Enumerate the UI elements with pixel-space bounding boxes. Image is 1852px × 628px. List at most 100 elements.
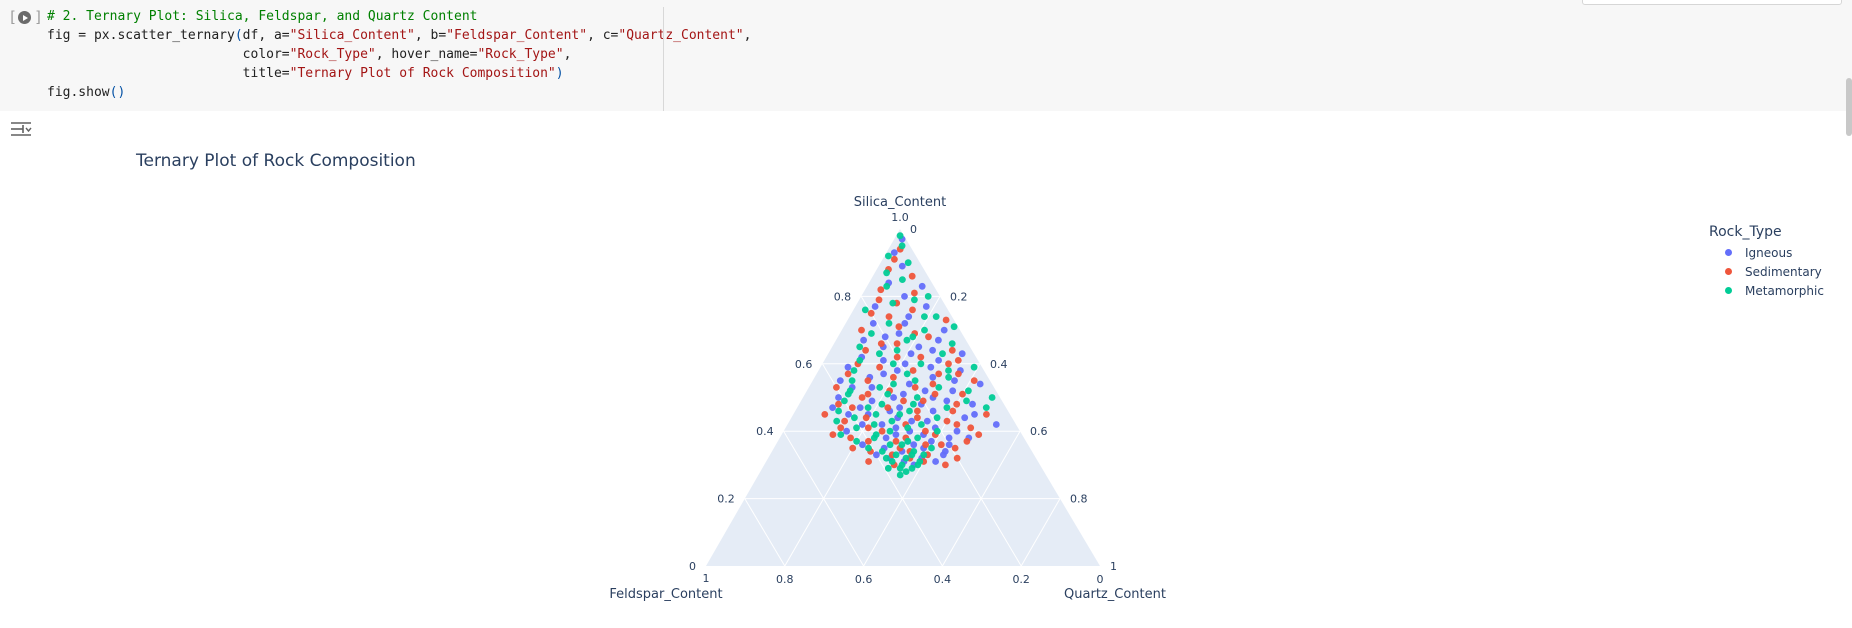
data-point-sedimentary	[922, 441, 929, 449]
data-point-metamorphic	[853, 424, 860, 432]
data-point-metamorphic	[939, 350, 946, 358]
data-point-sedimentary	[877, 340, 885, 347]
data-point-igneous	[929, 373, 937, 381]
tick-label-a: 0.2	[717, 493, 735, 506]
data-point-sedimentary	[891, 255, 898, 263]
data-point-metamorphic	[892, 451, 900, 459]
data-point-metamorphic	[928, 444, 935, 452]
data-point-metamorphic	[908, 464, 916, 472]
code-cell[interactable]: [ ] # 2. Ternary Plot: Silica, Feldspar,…	[0, 0, 1852, 111]
data-point-igneous	[935, 357, 942, 364]
data-point-metamorphic	[896, 232, 904, 240]
data-point-sedimentary	[864, 424, 872, 432]
data-point-sedimentary	[848, 404, 856, 411]
data-point-sedimentary	[963, 437, 971, 445]
data-point-sedimentary	[937, 441, 945, 449]
data-point-sedimentary	[865, 458, 872, 465]
ternary-background	[706, 229, 1100, 566]
data-point-igneous	[945, 434, 953, 442]
data-point-metamorphic	[914, 434, 921, 442]
code-token: "Rock_Type"	[289, 47, 376, 62]
data-point-sedimentary	[948, 346, 956, 354]
data-point-metamorphic	[837, 431, 845, 438]
data-point-metamorphic	[886, 441, 894, 449]
data-point-metamorphic	[872, 431, 880, 438]
data-point-sedimentary	[908, 272, 916, 280]
data-point-sedimentary	[835, 400, 842, 408]
data-point-metamorphic	[903, 370, 911, 378]
data-point-sedimentary	[829, 431, 837, 438]
data-point-igneous	[907, 350, 915, 358]
data-point-metamorphic	[876, 384, 884, 391]
legend-marker	[1725, 249, 1732, 256]
data-point-metamorphic	[878, 400, 886, 408]
legend-item[interactable]: Igneous	[1709, 243, 1824, 262]
data-point-metamorphic	[896, 464, 904, 472]
code-token: color=	[47, 47, 290, 62]
data-point-igneous	[895, 330, 903, 337]
code-token: , hover_name=	[375, 47, 478, 62]
data-point-igneous	[932, 458, 939, 465]
tick-label-c: 1	[1110, 560, 1117, 573]
data-point-metamorphic	[890, 380, 897, 388]
data-point-metamorphic	[898, 441, 906, 449]
data-point-igneous	[940, 326, 948, 334]
data-point-sedimentary	[911, 384, 919, 391]
vertical-scrollbar[interactable]	[1846, 78, 1852, 136]
data-point-metamorphic	[861, 306, 869, 314]
data-point-igneous	[971, 411, 978, 418]
legend-item[interactable]: Sedimentary	[1709, 262, 1824, 281]
data-point-metamorphic	[988, 394, 996, 401]
data-point-sedimentary	[925, 333, 932, 341]
code-line: title="Ternary Plot of Rock Composition"…	[47, 66, 564, 81]
data-point-metamorphic	[896, 411, 904, 418]
data-point-igneous	[961, 414, 969, 422]
data-point-sedimentary	[875, 296, 883, 304]
data-point-metamorphic	[883, 269, 890, 277]
gridline-c	[1020, 498, 1061, 567]
tick-label-b: 0.2	[1012, 573, 1030, 586]
data-point-metamorphic	[889, 299, 897, 307]
data-point-sedimentary	[919, 397, 927, 405]
tick-label-b: 0.8	[776, 573, 794, 586]
data-point-sedimentary	[900, 397, 907, 405]
legend-item[interactable]: Metamorphic	[1709, 281, 1824, 300]
data-point-sedimentary	[876, 363, 883, 371]
code-token: "Ternary Plot of Rock Composition"	[289, 66, 556, 81]
data-point-sedimentary	[953, 400, 961, 408]
data-point-sedimentary	[909, 306, 916, 314]
data-point-metamorphic	[945, 373, 952, 381]
data-point-metamorphic	[924, 293, 932, 300]
data-point-sedimentary	[862, 414, 870, 422]
data-point-metamorphic	[885, 320, 893, 327]
data-point-metamorphic	[878, 448, 886, 455]
data-point-metamorphic	[864, 404, 872, 411]
data-point-sedimentary	[949, 407, 957, 415]
data-point-sedimentary	[849, 444, 857, 452]
data-point-sedimentary	[922, 427, 929, 435]
data-point-sedimentary	[885, 313, 893, 320]
data-point-sedimentary	[858, 326, 865, 334]
data-point-igneous	[856, 404, 864, 411]
data-point-sedimentary	[892, 437, 900, 445]
data-point-sedimentary	[935, 370, 943, 378]
data-point-igneous	[845, 411, 852, 418]
legend-label: Sedimentary	[1745, 264, 1822, 279]
data-point-igneous	[929, 407, 937, 415]
data-point-igneous	[941, 448, 949, 455]
data-point-metamorphic	[889, 360, 897, 368]
code-token: , c=	[587, 28, 619, 43]
run-cell-button[interactable]: [ ]	[8, 7, 43, 27]
gridline-c	[941, 430, 1021, 567]
tick-label-c: 0	[910, 223, 917, 236]
tick-label-c: 0.2	[950, 290, 968, 303]
code-line: fig.show()	[47, 85, 125, 100]
code-editor[interactable]: # 2. Ternary Plot: Silica, Feldspar, and…	[47, 7, 751, 102]
data-point-metamorphic	[848, 377, 856, 384]
data-point-igneous	[880, 357, 887, 364]
data-point-metamorphic	[868, 330, 875, 337]
data-point-sedimentary	[833, 384, 840, 391]
data-point-metamorphic	[906, 407, 913, 415]
output-settings-icon[interactable]	[9, 118, 33, 140]
